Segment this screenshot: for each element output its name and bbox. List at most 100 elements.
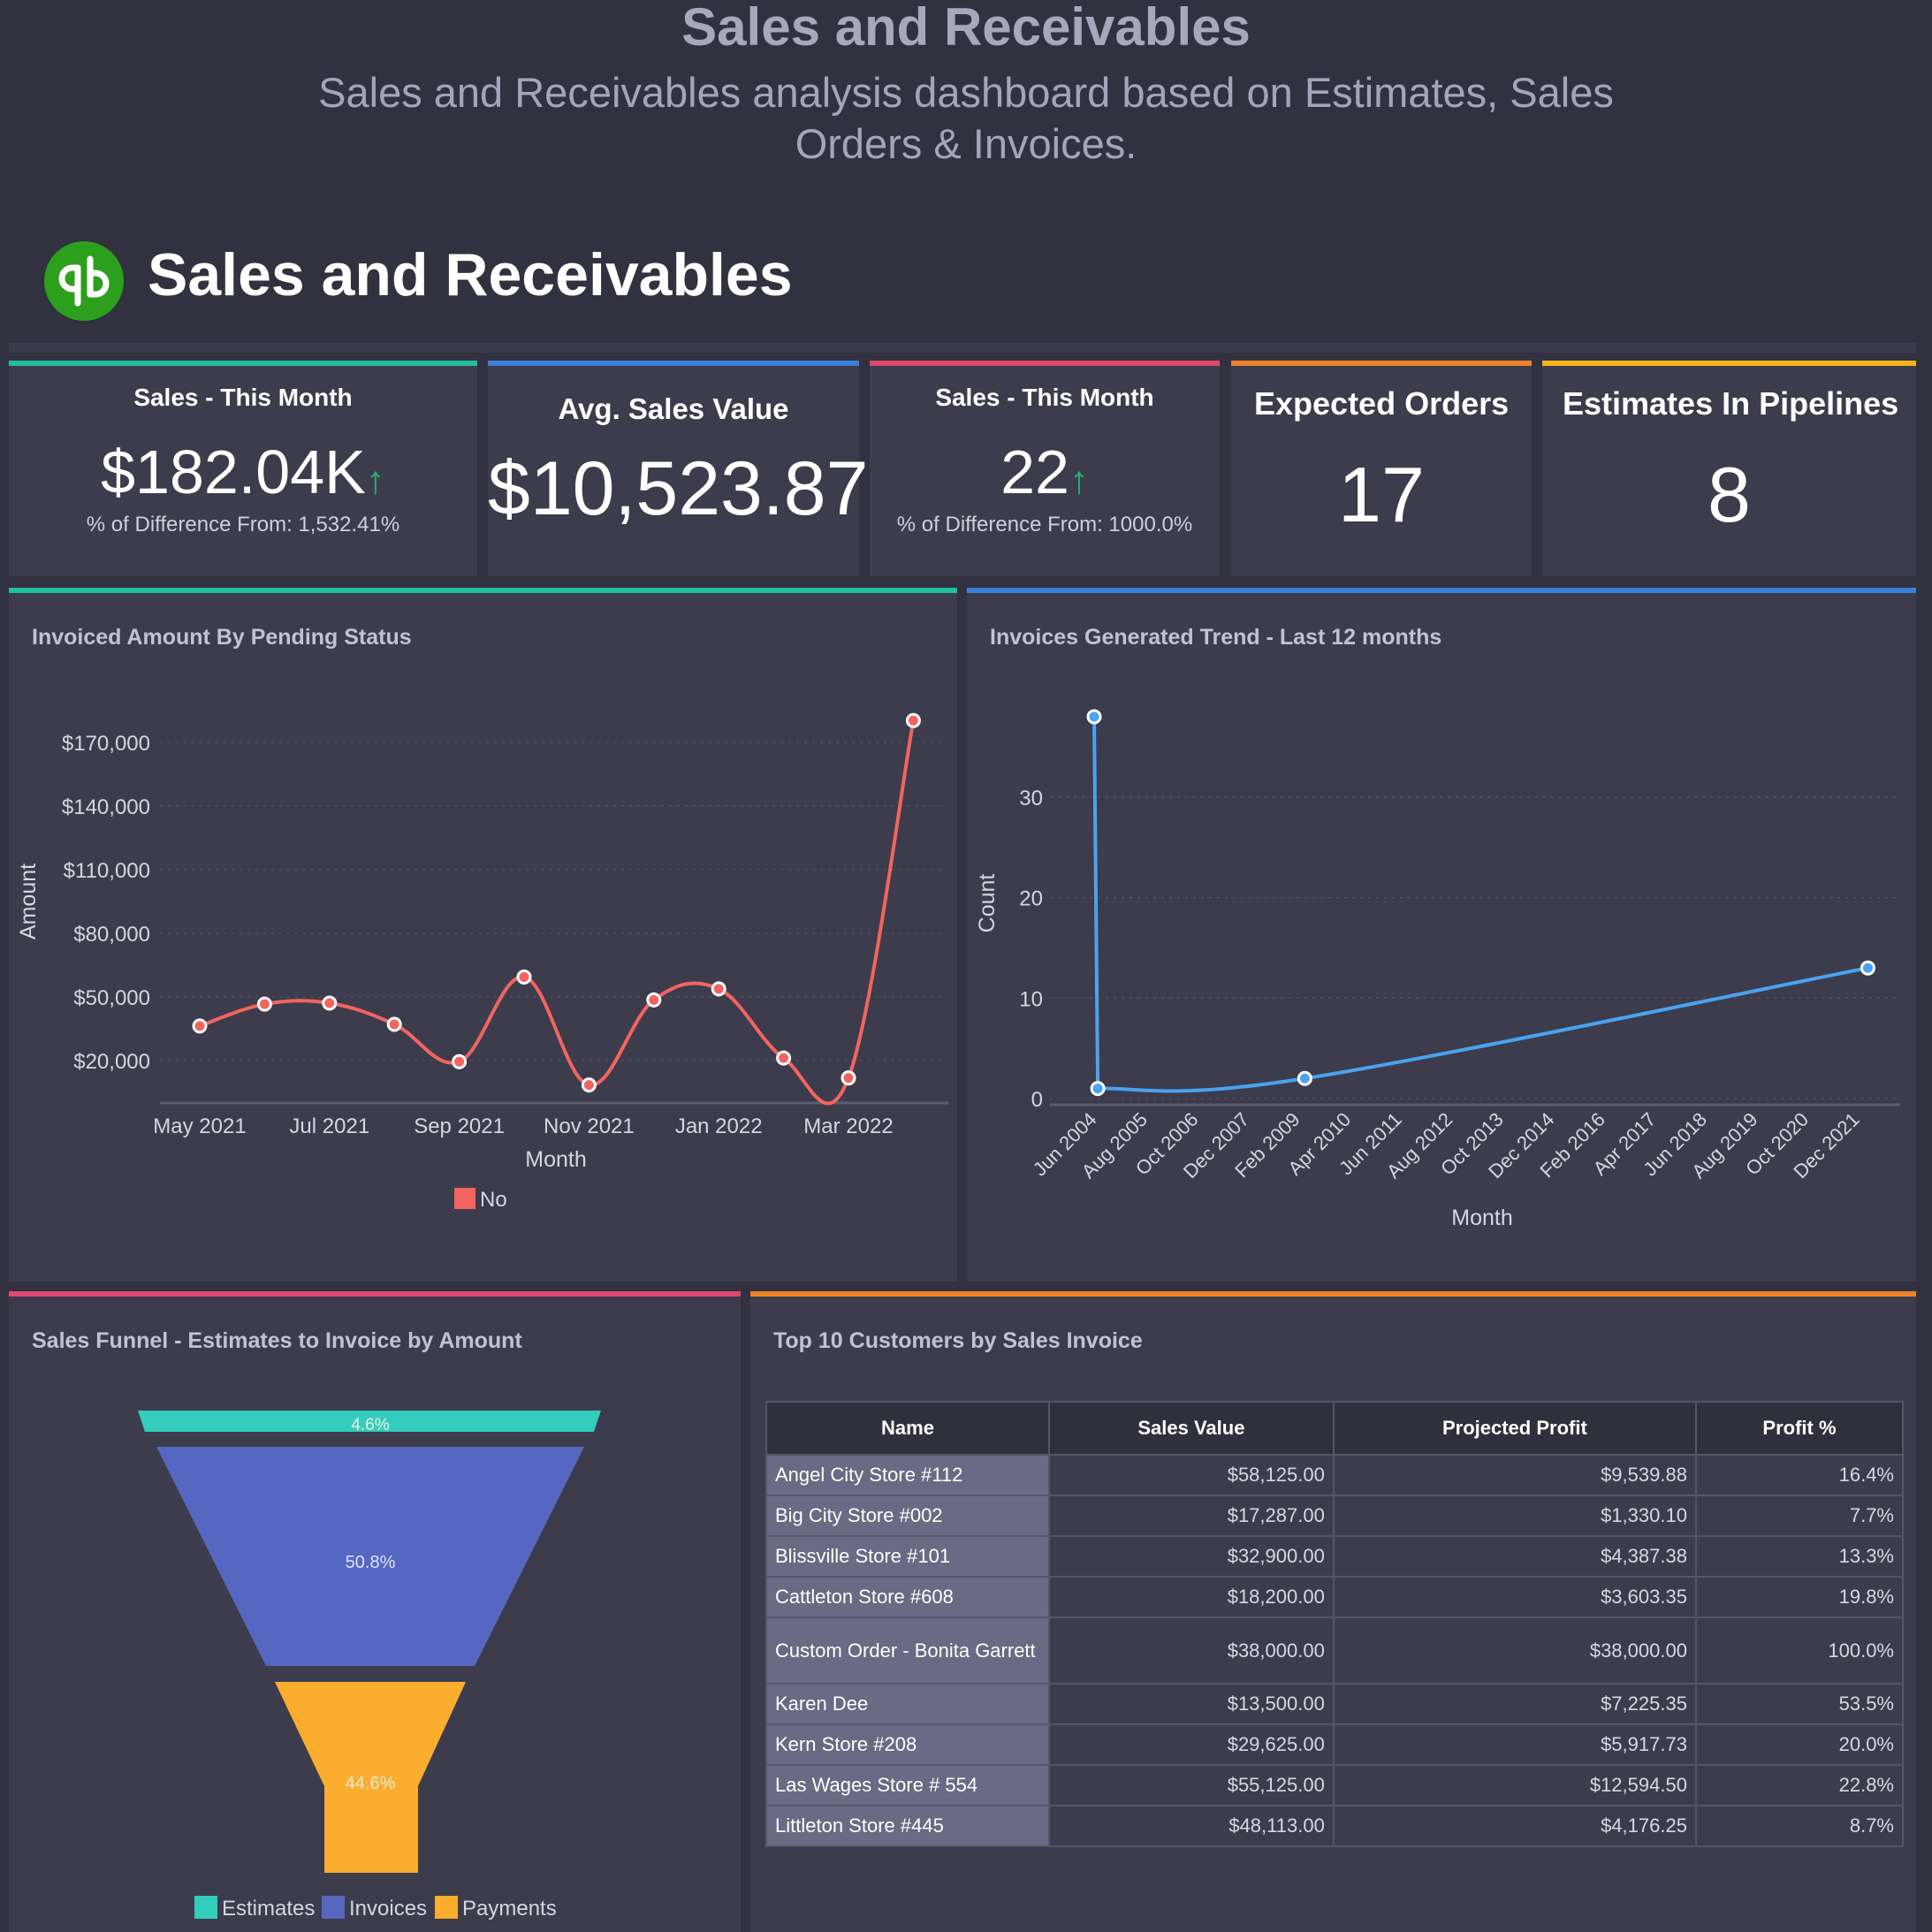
cell-name: Karen Dee <box>765 1683 1050 1725</box>
legend-swatch-payments <box>435 1896 458 1919</box>
table-row[interactable]: Las Wages Store # 554 $55,125.00 $12,594.5… <box>765 1764 1905 1806</box>
kpi-value: $10,523.87 <box>488 446 869 531</box>
kpi-value: 17 <box>1338 451 1425 538</box>
page-subtitle: Sales and Receivables analysis dashboard… <box>318 69 1614 167</box>
legend-swatch-estimates <box>194 1896 217 1919</box>
funnel-stage-invoices <box>156 1447 584 1666</box>
kpi-value: 8 <box>1708 451 1751 538</box>
top-customers-table: Name Sales Value Projected Profit Profit… <box>765 1401 1905 1847</box>
table-row[interactable]: Blissville Store #101 $32,900.00 $4,387.38… <box>765 1535 1905 1578</box>
cell-projected-profit: $38,000.00 <box>1332 1616 1697 1685</box>
data-point <box>711 981 726 997</box>
x-tick-label: Mar 2022 <box>803 1114 893 1138</box>
kpi-sales-count-this-month[interactable]: Sales - This Month 22↑ % of Difference F… <box>870 361 1220 576</box>
table-row[interactable]: Karen Dee $13,500.00 $7,225.35 53.5% <box>765 1683 1905 1725</box>
kpi-difference: % of Difference From: 1000.0% <box>896 513 1193 536</box>
cell-profit-percent: 8.7% <box>1694 1805 1905 1847</box>
data-point <box>1297 1070 1312 1086</box>
cell-profit-percent: 22.8% <box>1694 1764 1905 1806</box>
cell-profit-percent: 16.4% <box>1694 1454 1905 1496</box>
data-point <box>840 1070 856 1086</box>
funnel-label-payments: 44.6% <box>346 1774 396 1793</box>
y-tick-label: 30 <box>1019 787 1043 810</box>
table-row[interactable]: Littleton Store #445 $48,113.00 $4,176.25 8… <box>765 1805 1905 1847</box>
data-point <box>516 969 532 985</box>
table-row[interactable]: Big City Store #002 $17,287.00 $1,330.10 7.… <box>765 1495 1905 1537</box>
cell-sales-value: $58,125.00 <box>1048 1454 1335 1496</box>
cell-sales-value: $32,900.00 <box>1048 1535 1335 1578</box>
series-line-count <box>1092 716 1868 1093</box>
funnel-label-estimates: 4.6% <box>351 1416 389 1434</box>
cell-profit-percent: 19.8% <box>1694 1576 1905 1618</box>
cell-profit-percent: 100.0% <box>1694 1616 1905 1685</box>
cell-name: Kern Store #208 <box>765 1723 1050 1766</box>
panel-invoices-trend: Invoices Generated Trend - Last 12 month… <box>967 588 1916 1282</box>
data-point <box>646 992 662 1008</box>
data-point <box>905 712 921 728</box>
column-header-projected-profit[interactable]: Projected Profit <box>1332 1401 1697 1456</box>
column-header-sales-value[interactable]: Sales Value <box>1048 1401 1335 1456</box>
column-header-profit-percent[interactable]: Profit % <box>1694 1401 1905 1456</box>
cell-projected-profit: $1,330.10 <box>1332 1495 1697 1537</box>
arrow-up-icon: ↑ <box>365 459 385 502</box>
x-tick-label: May 2021 <box>153 1114 246 1138</box>
header-divider <box>9 343 1916 353</box>
kpi-value: 22 <box>1000 437 1069 506</box>
cell-profit-percent: 53.5% <box>1694 1683 1905 1725</box>
cell-projected-profit: $9,539.88 <box>1332 1454 1697 1496</box>
kpi-title: Estimates In Pipelines <box>1563 385 1899 422</box>
y-tick-label: 0 <box>1031 1088 1043 1112</box>
y-tick-label: 10 <box>1019 987 1043 1011</box>
cell-projected-profit: $4,176.25 <box>1332 1805 1697 1847</box>
chart-title: Sales Funnel - Estimates to Invoice by A… <box>32 1328 522 1353</box>
legend-label-invoices: Invoices <box>349 1897 427 1921</box>
cell-name: Cattleton Store #608 <box>765 1576 1050 1618</box>
kpi-avg-sales-value[interactable]: Avg. Sales Value $10,523.87 <box>488 361 869 576</box>
x-axis-title: Month <box>1451 1206 1512 1230</box>
page-title: Sales and Receivables <box>681 0 1251 57</box>
cell-projected-profit: $12,594.50 <box>1332 1764 1697 1806</box>
panel-top-customers: Top 10 Customers by Sales Invoice Name S… <box>750 1291 1916 1932</box>
cell-name: Custom Order - Bonita Garrett <box>765 1616 1050 1685</box>
cell-name: Big City Store #002 <box>765 1495 1050 1537</box>
cell-sales-value: $38,000.00 <box>1048 1616 1335 1685</box>
kpi-title: Sales - This Month <box>935 384 1154 411</box>
cell-name: Blissville Store #101 <box>765 1535 1050 1578</box>
kpi-title: Avg. Sales Value <box>558 392 789 425</box>
data-point <box>581 1077 597 1093</box>
y-tick-label: $20,000 <box>73 1050 150 1074</box>
y-tick-label: 20 <box>1019 887 1043 911</box>
y-tick-label: $50,000 <box>73 986 150 1010</box>
chart-title: Invoices Generated Trend - Last 12 month… <box>990 625 1442 650</box>
cell-profit-percent: 7.7% <box>1694 1495 1905 1537</box>
column-header-name[interactable]: Name <box>765 1401 1050 1456</box>
table-row[interactable]: Angel City Store #112 $58,125.00 $9,539.88… <box>765 1454 1905 1496</box>
y-tick-label: $110,000 <box>64 859 150 883</box>
cell-sales-value: $17,287.00 <box>1048 1495 1335 1537</box>
kpi-difference: % of Difference From: 1,532.41% <box>86 513 400 536</box>
legend-swatch-no <box>454 1188 475 1209</box>
kpi-sales-this-month[interactable]: Sales - This Month $182.04K↑ % of Differ… <box>9 361 477 576</box>
arrow-up-icon: ↑ <box>1069 459 1089 502</box>
y-tick-label: $170,000 <box>62 732 150 756</box>
quickbooks-logo-icon <box>44 241 124 321</box>
kpi-estimates-in-pipelines[interactable]: Estimates In Pipelines 8 <box>1542 361 1916 576</box>
series-line-no <box>199 719 916 1106</box>
x-tick-label: Nov 2021 <box>544 1114 635 1138</box>
table-row[interactable]: Custom Order - Bonita Garrett $38,000.00 $… <box>765 1616 1905 1685</box>
cell-projected-profit: $4,387.38 <box>1332 1535 1697 1578</box>
cell-profit-percent: 13.3% <box>1694 1535 1905 1578</box>
x-tick-label: Jan 2022 <box>675 1114 763 1138</box>
cell-sales-value: $18,200.00 <box>1048 1576 1335 1618</box>
legend-label-no: No <box>480 1188 507 1212</box>
data-point <box>1090 1081 1106 1097</box>
table-row[interactable]: Kern Store #208 $29,625.00 $5,917.73 20.0% <box>765 1723 1905 1766</box>
cell-name: Littleton Store #445 <box>765 1805 1050 1847</box>
cell-sales-value: $48,113.00 <box>1048 1805 1335 1847</box>
funnel-stage-payments <box>275 1682 466 1873</box>
kpi-expected-orders[interactable]: Expected Orders 17 <box>1231 361 1532 576</box>
kpi-title: Expected Orders <box>1254 385 1510 422</box>
legend-label-payments: Payments <box>462 1897 557 1921</box>
table-row[interactable]: Cattleton Store #608 $18,200.00 $3,603.35 1… <box>765 1576 1905 1618</box>
